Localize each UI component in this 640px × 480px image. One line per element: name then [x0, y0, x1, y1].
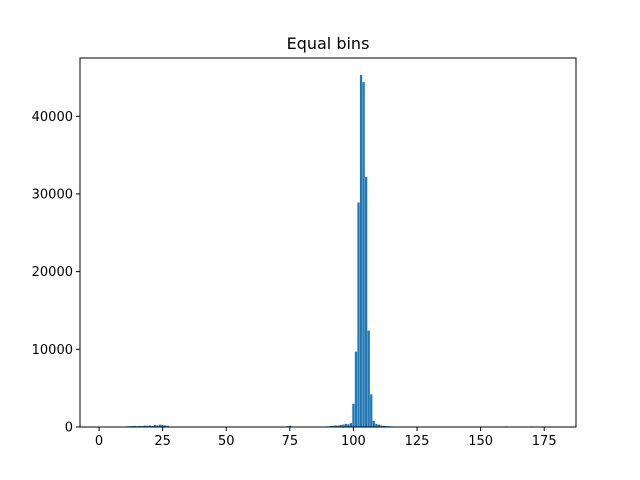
histogram-bar	[156, 425, 159, 427]
histogram-bar	[365, 176, 368, 427]
histogram-bar	[337, 425, 340, 427]
histogram-bar	[334, 425, 337, 427]
histogram-bar	[380, 425, 383, 427]
histogram-bar	[354, 351, 358, 427]
histogram-bar	[382, 425, 386, 427]
histogram-bar	[331, 425, 335, 427]
histogram-bar	[375, 423, 378, 427]
histogram-bar	[357, 202, 360, 427]
histogram-bar	[367, 330, 370, 427]
histogram-bar	[158, 424, 162, 427]
histogram-bar	[377, 424, 381, 427]
histogram-bar	[339, 425, 342, 427]
histogram-bar	[164, 425, 167, 427]
histogram-bar	[342, 424, 345, 427]
histogram-bar	[133, 425, 136, 427]
histogram-bar	[352, 403, 355, 427]
histogram-bar	[359, 75, 363, 427]
histogram-bar	[151, 425, 154, 427]
y-tick-label: 40000	[32, 110, 73, 125]
y-tick-label: 0	[65, 421, 73, 436]
histogram-bar	[153, 425, 157, 427]
histogram-bar	[362, 82, 365, 427]
y-tick-label: 30000	[32, 187, 73, 202]
histogram-bar	[146, 425, 149, 427]
histogram-bar	[143, 425, 147, 427]
x-tick-label: 0	[95, 434, 103, 449]
x-tick-label: 75	[282, 434, 299, 449]
y-axis: 0 10000 20000 30000 40000	[32, 110, 80, 436]
x-tick-label: 50	[218, 434, 235, 449]
x-tick-label: 25	[154, 434, 171, 449]
x-tick-label: 125	[405, 434, 430, 449]
histogram-bar	[161, 425, 164, 427]
y-tick-label: 20000	[32, 265, 73, 280]
x-tick-label: 100	[341, 434, 366, 449]
histogram-bar	[148, 425, 152, 427]
bar-series	[97, 75, 533, 427]
histogram-bar	[166, 425, 169, 427]
histogram-bar	[344, 423, 347, 427]
histogram-bar	[138, 425, 141, 427]
y-tick-label: 10000	[32, 343, 73, 358]
chart-title: Equal bins	[287, 34, 370, 53]
histogram-bar	[349, 423, 353, 427]
histogram-bar	[370, 394, 373, 427]
x-tick-label: 175	[532, 434, 557, 449]
plot-frame	[79, 57, 577, 428]
x-tick-label: 150	[468, 434, 493, 449]
histogram-bar	[347, 424, 350, 427]
histogram-bar	[288, 425, 291, 427]
x-axis: 0 25 50 75 100 125 150 175	[95, 427, 557, 449]
histogram-bar	[372, 420, 375, 427]
